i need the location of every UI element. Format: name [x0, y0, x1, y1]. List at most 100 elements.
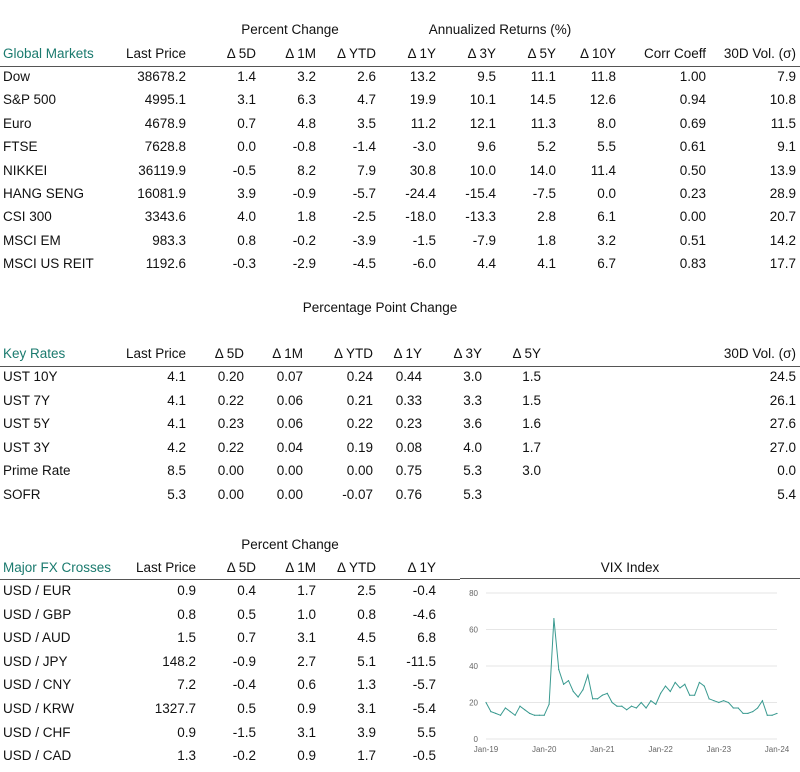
column-header: Δ 5D	[214, 346, 244, 361]
cell-value: 3.1	[357, 701, 376, 716]
table-row: UST 10Y 4.1 0.20 0.07 0.24 0.44 3.0 1.5 24.5	[0, 369, 800, 393]
table-row: MSCI EM 983.3 0.8 -0.2 -3.9 -1.5 -7.9 1.8 3.2 0.5…	[0, 233, 800, 256]
vix-data-point	[645, 707, 647, 709]
row-label: USD / AUD	[3, 630, 71, 646]
cell-value: 7.2	[177, 677, 196, 693]
cell-value: 0.69	[679, 115, 706, 131]
cell-value: 3.2	[297, 69, 316, 84]
cell-value: 1.7	[522, 439, 541, 455]
vix-data-point	[553, 617, 555, 620]
cell-value: 0.76	[395, 487, 422, 502]
cell-value: 0.22	[346, 416, 373, 432]
column-header: Δ 10Y	[579, 46, 616, 61]
cell-value: 11.2	[410, 115, 436, 131]
cell-value: -1.4	[352, 139, 376, 155]
x-tick-label: Jan-21	[590, 745, 615, 754]
vix-data-point	[509, 711, 511, 713]
row-label: MSCI US REIT	[3, 256, 94, 272]
row-label: UST 10Y	[3, 369, 58, 384]
cell-value: 6.3	[297, 92, 316, 108]
cell-value: 0.00	[346, 463, 373, 479]
table-row: FTSE 7628.8 0.0 -0.8 -1.4 -3.0 9.6 5.2 5.5 0.61 9.…	[0, 139, 800, 162]
vix-data-point	[635, 707, 637, 709]
cell-value: 5.3	[463, 463, 482, 479]
y-tick-label: 20	[469, 699, 478, 708]
x-tick-label: Jan-19	[474, 745, 499, 754]
cell-value: -0.5	[412, 748, 436, 764]
cell-value: 0.9	[297, 701, 316, 716]
cell-value: 3.1	[237, 92, 256, 108]
table-row: Prime Rate 8.5 0.00 0.00 0.00 0.75 5.3 3.0 0.0	[0, 463, 800, 487]
column-header: Δ 1Y	[407, 46, 436, 61]
row-label: HANG SENG	[3, 186, 85, 201]
cell-value: -11.5	[406, 653, 436, 669]
cell-value: 5.3	[167, 487, 186, 502]
vix-chart-title: VIX Index	[600, 560, 660, 575]
column-header: Δ 1Y	[407, 560, 436, 575]
column-header: Last Price	[125, 46, 186, 61]
cell-value: -0.2	[232, 748, 256, 764]
cell-value: 4.1	[167, 416, 186, 432]
cell-value: 3.1	[297, 630, 316, 646]
vix-data-point	[630, 705, 633, 707]
cell-value: 24.5	[769, 369, 796, 384]
cell-value: -3.0	[412, 139, 436, 155]
cell-value: 0.06	[276, 392, 303, 408]
vix-data-point	[601, 694, 603, 696]
cell-value: -0.5	[232, 162, 256, 178]
cell-value: -4.5	[352, 256, 376, 272]
vix-data-point	[747, 712, 749, 715]
vix-data-point	[538, 714, 540, 716]
vix-data-point	[529, 712, 531, 715]
cell-value: 0.9	[177, 583, 196, 598]
cell-value: 20.7	[769, 209, 796, 225]
cell-value: 10.1	[469, 92, 496, 108]
vix-data-point	[703, 685, 705, 687]
table-row: Dow 38678.2 1.4 3.2 2.6 13.2 9.5 11.1 11.8 1.00 7.…	[0, 69, 800, 92]
vix-data-point	[669, 690, 671, 693]
cell-value: 9.1	[777, 139, 796, 155]
cell-value: 5.3	[463, 487, 482, 502]
cell-value: 4995.1	[144, 92, 186, 108]
cell-value: -5.7	[412, 677, 436, 693]
vix-data-point	[757, 707, 759, 709]
vix-data-point	[771, 714, 773, 716]
vix-chart: 0 20 40 60 80 Jan-19 Jan-20 Jan-21 Jan-22 Jan-23 J…	[469, 589, 790, 754]
row-label: Euro	[3, 115, 32, 131]
cell-value: 27.6	[769, 416, 796, 432]
row-label: UST 3Y	[3, 439, 51, 455]
row-label: NIKKEI	[3, 162, 48, 178]
cell-value: 1192.6	[145, 256, 186, 272]
row-label: Prime Rate	[3, 463, 71, 479]
row-label: USD / JPY	[3, 653, 68, 669]
cell-value: 14.5	[529, 92, 556, 108]
vix-data-point	[606, 692, 608, 694]
vix-title-divider	[460, 578, 800, 579]
cell-value: 4.7	[357, 92, 376, 108]
vix-data-point	[543, 714, 545, 716]
y-tick-label: 0	[474, 735, 479, 744]
cell-value: -4.6	[412, 606, 436, 622]
cell-value: 0.7	[237, 115, 256, 131]
row-label: Dow	[3, 69, 31, 84]
row-label: UST 7Y	[3, 392, 51, 408]
group-header: Percent Change	[241, 22, 339, 37]
table-row: NIKKEI 36119.9 -0.5 8.2 7.9 30.8 10.0 14.0 11.4 0…	[0, 163, 800, 186]
vix-data-point	[592, 698, 594, 700]
cell-value: -6.0	[412, 256, 436, 272]
vix-data-point	[752, 711, 754, 713]
row-label: USD / CNY	[3, 677, 72, 693]
cell-value: 1.8	[537, 232, 556, 248]
cell-value: 0.5	[237, 701, 256, 716]
column-header: Δ YTD	[333, 346, 373, 361]
cell-value: 0.07	[276, 369, 303, 384]
row-label: USD / CHF	[3, 724, 71, 740]
cell-value: 0.22	[217, 392, 244, 408]
cell-value: 6.1	[597, 209, 616, 225]
cell-value: 8.0	[597, 115, 616, 131]
header-divider	[0, 579, 460, 580]
cell-value: 0.44	[395, 369, 422, 384]
cell-value: 0.04	[276, 439, 303, 455]
cell-value: 11.3	[530, 115, 556, 131]
column-header: Last Price	[125, 346, 186, 361]
